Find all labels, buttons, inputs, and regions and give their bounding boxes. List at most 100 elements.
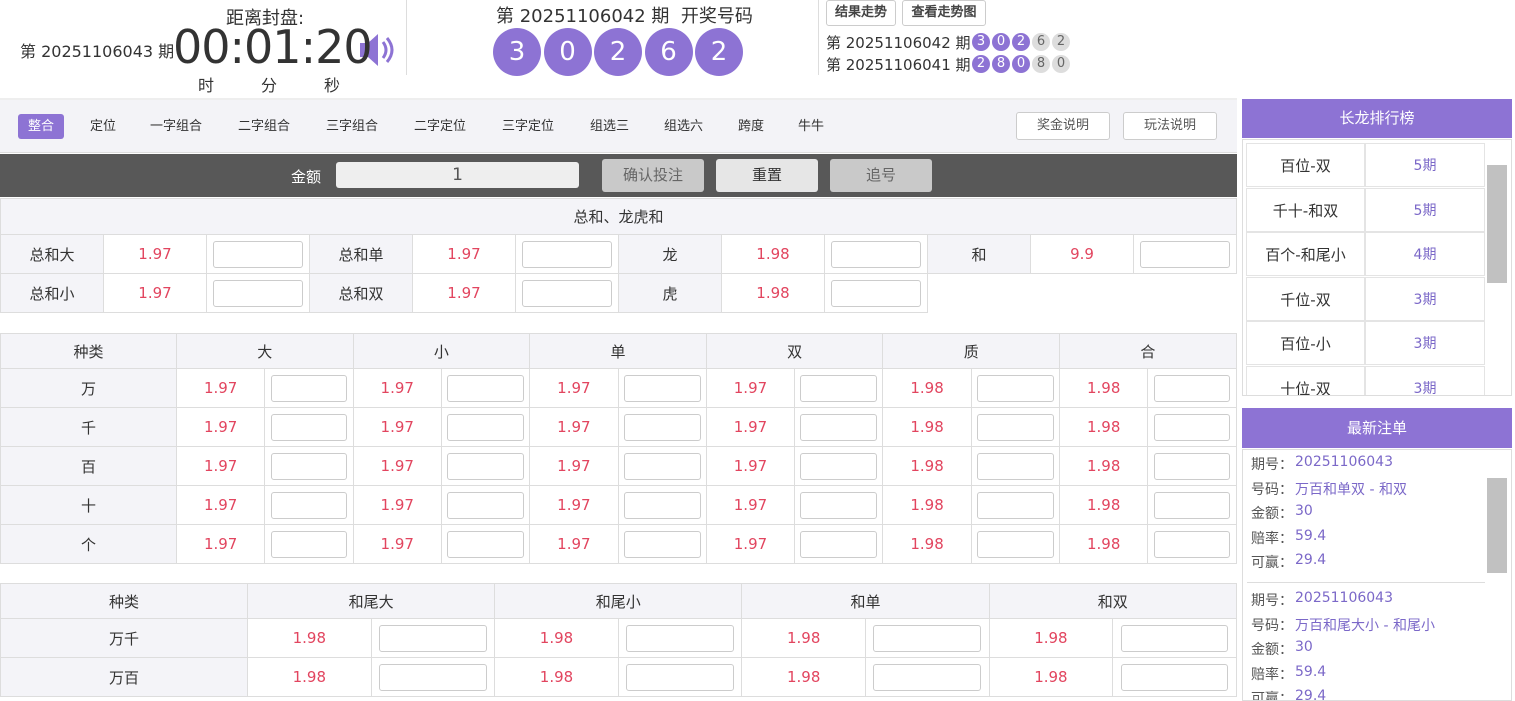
empty: [927, 273, 1237, 313]
trend-button[interactable]: 结果走势: [826, 0, 896, 26]
odds: 1.97: [175, 407, 266, 447]
bet-input[interactable]: [270, 530, 348, 558]
bet-input[interactable]: [447, 413, 524, 441]
scrollbar: [1487, 478, 1507, 573]
bet-button[interactable]: 追号: [830, 159, 932, 192]
field-value: 30: [1295, 503, 1313, 520]
bet-input[interactable]: [800, 530, 878, 558]
bet-input[interactable]: [626, 624, 735, 652]
tab[interactable]: 牛牛: [798, 119, 825, 134]
bet-input[interactable]: [1153, 530, 1231, 558]
bet-input[interactable]: [447, 452, 524, 480]
trend-button[interactable]: 查看走势图: [902, 0, 986, 26]
tab[interactable]: 跨度: [738, 119, 765, 134]
bet-input[interactable]: [447, 530, 524, 558]
bet-input[interactable]: [873, 624, 982, 652]
tab[interactable]: 组选六: [664, 119, 704, 134]
bet-input[interactable]: [831, 240, 921, 268]
bet-input[interactable]: [1153, 413, 1231, 441]
draw-ball: 6: [644, 28, 693, 76]
bet-input[interactable]: [623, 374, 701, 402]
amount-label: 金额: [291, 168, 322, 186]
bet-input[interactable]: [976, 452, 1054, 480]
bet-input[interactable]: [270, 452, 348, 480]
odds: 1.97: [705, 524, 796, 564]
bet-input[interactable]: [831, 279, 921, 307]
bet-input[interactable]: [213, 279, 303, 307]
bet-input[interactable]: [378, 663, 487, 691]
bet-input[interactable]: [270, 491, 348, 519]
field-label: 金额：: [1251, 642, 1293, 659]
tab[interactable]: 整合: [18, 114, 65, 139]
tab[interactable]: 二字组合: [238, 119, 291, 134]
bet-input[interactable]: [800, 491, 878, 519]
bet-input[interactable]: [1120, 663, 1229, 691]
bet-input[interactable]: [976, 374, 1054, 402]
bet-input[interactable]: [522, 240, 612, 268]
bet-input[interactable]: [800, 413, 878, 441]
odds: 1.98: [1059, 368, 1149, 408]
bet-input[interactable]: [213, 240, 303, 268]
odds: 1.98: [882, 446, 972, 486]
input-cell: [970, 368, 1061, 408]
odds: 1.98: [1059, 485, 1149, 525]
bet-input[interactable]: [976, 530, 1054, 558]
input-cell: [440, 407, 531, 447]
bet-input[interactable]: [623, 530, 701, 558]
input-cell: [1147, 368, 1237, 408]
field-value: 20251106043: [1295, 590, 1393, 606]
tab[interactable]: 组选三: [590, 119, 630, 134]
bet-input[interactable]: [447, 374, 524, 402]
odds: 1.98: [882, 524, 972, 564]
bet-input[interactable]: [976, 491, 1054, 519]
input-cell: [206, 234, 310, 274]
row-label: 万千: [0, 618, 248, 658]
bet-input[interactable]: [1140, 240, 1230, 268]
bet-input[interactable]: [873, 663, 982, 691]
bet-input[interactable]: [522, 279, 612, 307]
tab[interactable]: 三字组合: [326, 119, 379, 134]
bet-input[interactable]: [623, 491, 701, 519]
bet-input[interactable]: [626, 663, 735, 691]
amount-input[interactable]: 1: [336, 162, 579, 188]
bet-input[interactable]: [270, 413, 348, 441]
bet-button[interactable]: 重置: [716, 159, 818, 192]
bet-input[interactable]: [378, 624, 487, 652]
input-cell: [440, 446, 531, 486]
bet-input[interactable]: [800, 452, 878, 480]
bet-input[interactable]: [1153, 452, 1231, 480]
bet-label: 总和大: [0, 234, 104, 274]
row: 万千 1.98 1.98 1.98 1.98: [0, 618, 1237, 658]
column-header: 种类: [0, 333, 177, 369]
bet-input[interactable]: [270, 374, 348, 402]
row: 百 1.97 1.97 1.97 1.97 1.98 1.98: [0, 446, 1237, 486]
bet-input[interactable]: [1153, 374, 1231, 402]
bet-input[interactable]: [447, 491, 524, 519]
help-button[interactable]: 奖金说明: [1016, 112, 1110, 140]
help-button[interactable]: 玩法说明: [1123, 112, 1217, 140]
odds: 1.98: [1059, 446, 1149, 486]
tab[interactable]: 二字定位: [414, 119, 467, 134]
bet-button[interactable]: 确认投注: [602, 159, 704, 192]
tab[interactable]: 定位: [90, 119, 117, 134]
bet-input[interactable]: [623, 413, 701, 441]
bet-input[interactable]: [1153, 491, 1231, 519]
history-issue: 第 20251106042 期: [826, 34, 971, 52]
tab[interactable]: 一字组合: [150, 119, 203, 134]
column-header: 合: [1059, 333, 1237, 369]
field-label: 可赢：: [1251, 555, 1293, 572]
rank-count: 4期: [1365, 232, 1485, 276]
latest-title: 最新注单: [1242, 408, 1512, 448]
bet-input[interactable]: [623, 452, 701, 480]
bet-input[interactable]: [800, 374, 878, 402]
odds: 1.98: [741, 618, 866, 658]
field-label: 金额：: [1251, 506, 1293, 523]
tab[interactable]: 三字定位: [502, 119, 555, 134]
bet-input[interactable]: [1120, 624, 1229, 652]
latest-list: 期号： 20251106043 号码： 万百和单双 - 和双 金额： 30 赔率： 59.4 可…: [1242, 449, 1512, 701]
table-table2: 种类大小单双质合万 1.97 1.97 1.97 1.97 1.98 1.98 千 1.97 1.…: [0, 333, 1237, 564]
rank-count: 3期: [1365, 321, 1485, 365]
sound-icon[interactable]: [356, 30, 396, 70]
bet-input[interactable]: [976, 413, 1054, 441]
countdown-label: 距离封盘:: [226, 8, 305, 29]
